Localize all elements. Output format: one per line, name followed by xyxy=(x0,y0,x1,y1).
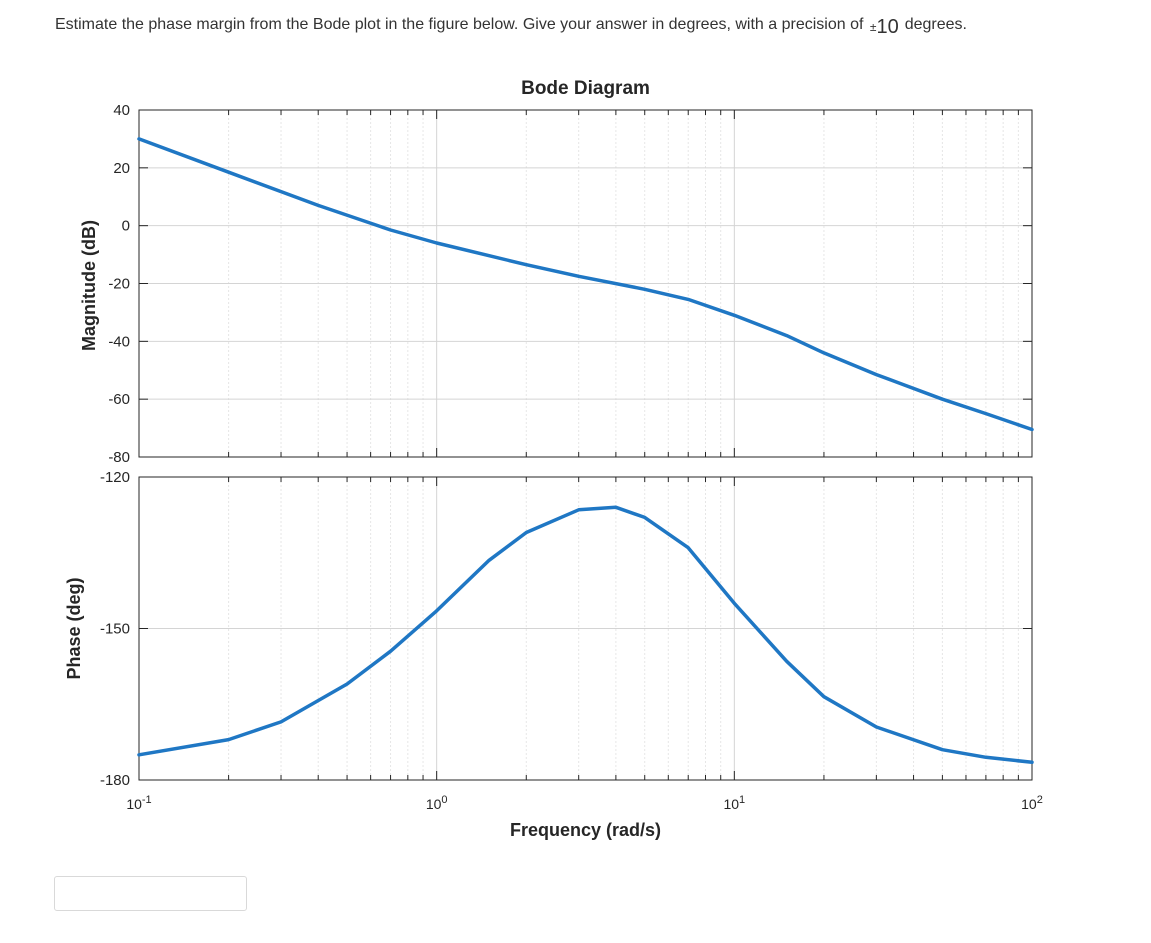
x-tick-label: 102 xyxy=(1021,794,1043,812)
magnitude-ytick-label: 0 xyxy=(122,218,130,235)
grid-lines xyxy=(138,109,1032,781)
plus-minus-sign: ± xyxy=(869,20,877,34)
phase-axes-box xyxy=(138,476,1033,781)
x-tick-label-text: 101 xyxy=(723,794,745,812)
phase-curve xyxy=(137,505,1034,765)
phase-ytick-label: -120 xyxy=(100,469,130,486)
phase-axis-label: Phase (deg) xyxy=(64,577,84,679)
plot-frames xyxy=(138,109,1033,781)
magnitude-ytick-label: -80 xyxy=(108,449,130,466)
magnitude-curve xyxy=(137,137,1034,432)
answer-input[interactable] xyxy=(54,876,247,911)
chart-title: Bode Diagram xyxy=(521,78,650,99)
x-tick-label: 101 xyxy=(723,794,745,812)
magnitude-ytick-label: -40 xyxy=(108,333,130,350)
x-tick-label-text: 100 xyxy=(426,794,448,812)
x-tick-label-text: 10-1 xyxy=(126,794,151,812)
magnitude-ytick-label: 40 xyxy=(113,102,130,119)
magnitude-axis-label: Magnitude (dB) xyxy=(79,220,99,351)
precision-value: 10 xyxy=(876,16,899,38)
question-text: Estimate the phase margin from the Bode … xyxy=(55,12,967,38)
magnitude-ytick-label: -60 xyxy=(108,391,130,408)
response-curves xyxy=(137,137,1034,765)
x-tick-label: 10-1 xyxy=(126,794,151,812)
magnitude-axes-box xyxy=(138,109,1033,458)
phase-ytick-label: -180 xyxy=(100,772,130,789)
bode-diagram: 40 20 0 -20 -40 -60 -80 -120 -150 -180 10-1 100 101 1… xyxy=(64,78,1043,840)
chart-labels: 40 20 0 -20 -40 -60 -80 -120 -150 -180 10-1 100 101 1… xyxy=(64,78,1043,840)
phase-ytick-label: -150 xyxy=(100,621,130,638)
question-unit: degrees. xyxy=(904,16,967,33)
question-body: Estimate the phase margin from the Bode … xyxy=(55,16,864,33)
x-axis-label: Frequency (rad/s) xyxy=(510,820,661,840)
x-tick-label-text: 102 xyxy=(1021,794,1043,812)
x-tick-label: 100 xyxy=(426,794,448,812)
magnitude-ytick-label: 20 xyxy=(113,160,130,177)
magnitude-ytick-label: -20 xyxy=(108,276,130,293)
